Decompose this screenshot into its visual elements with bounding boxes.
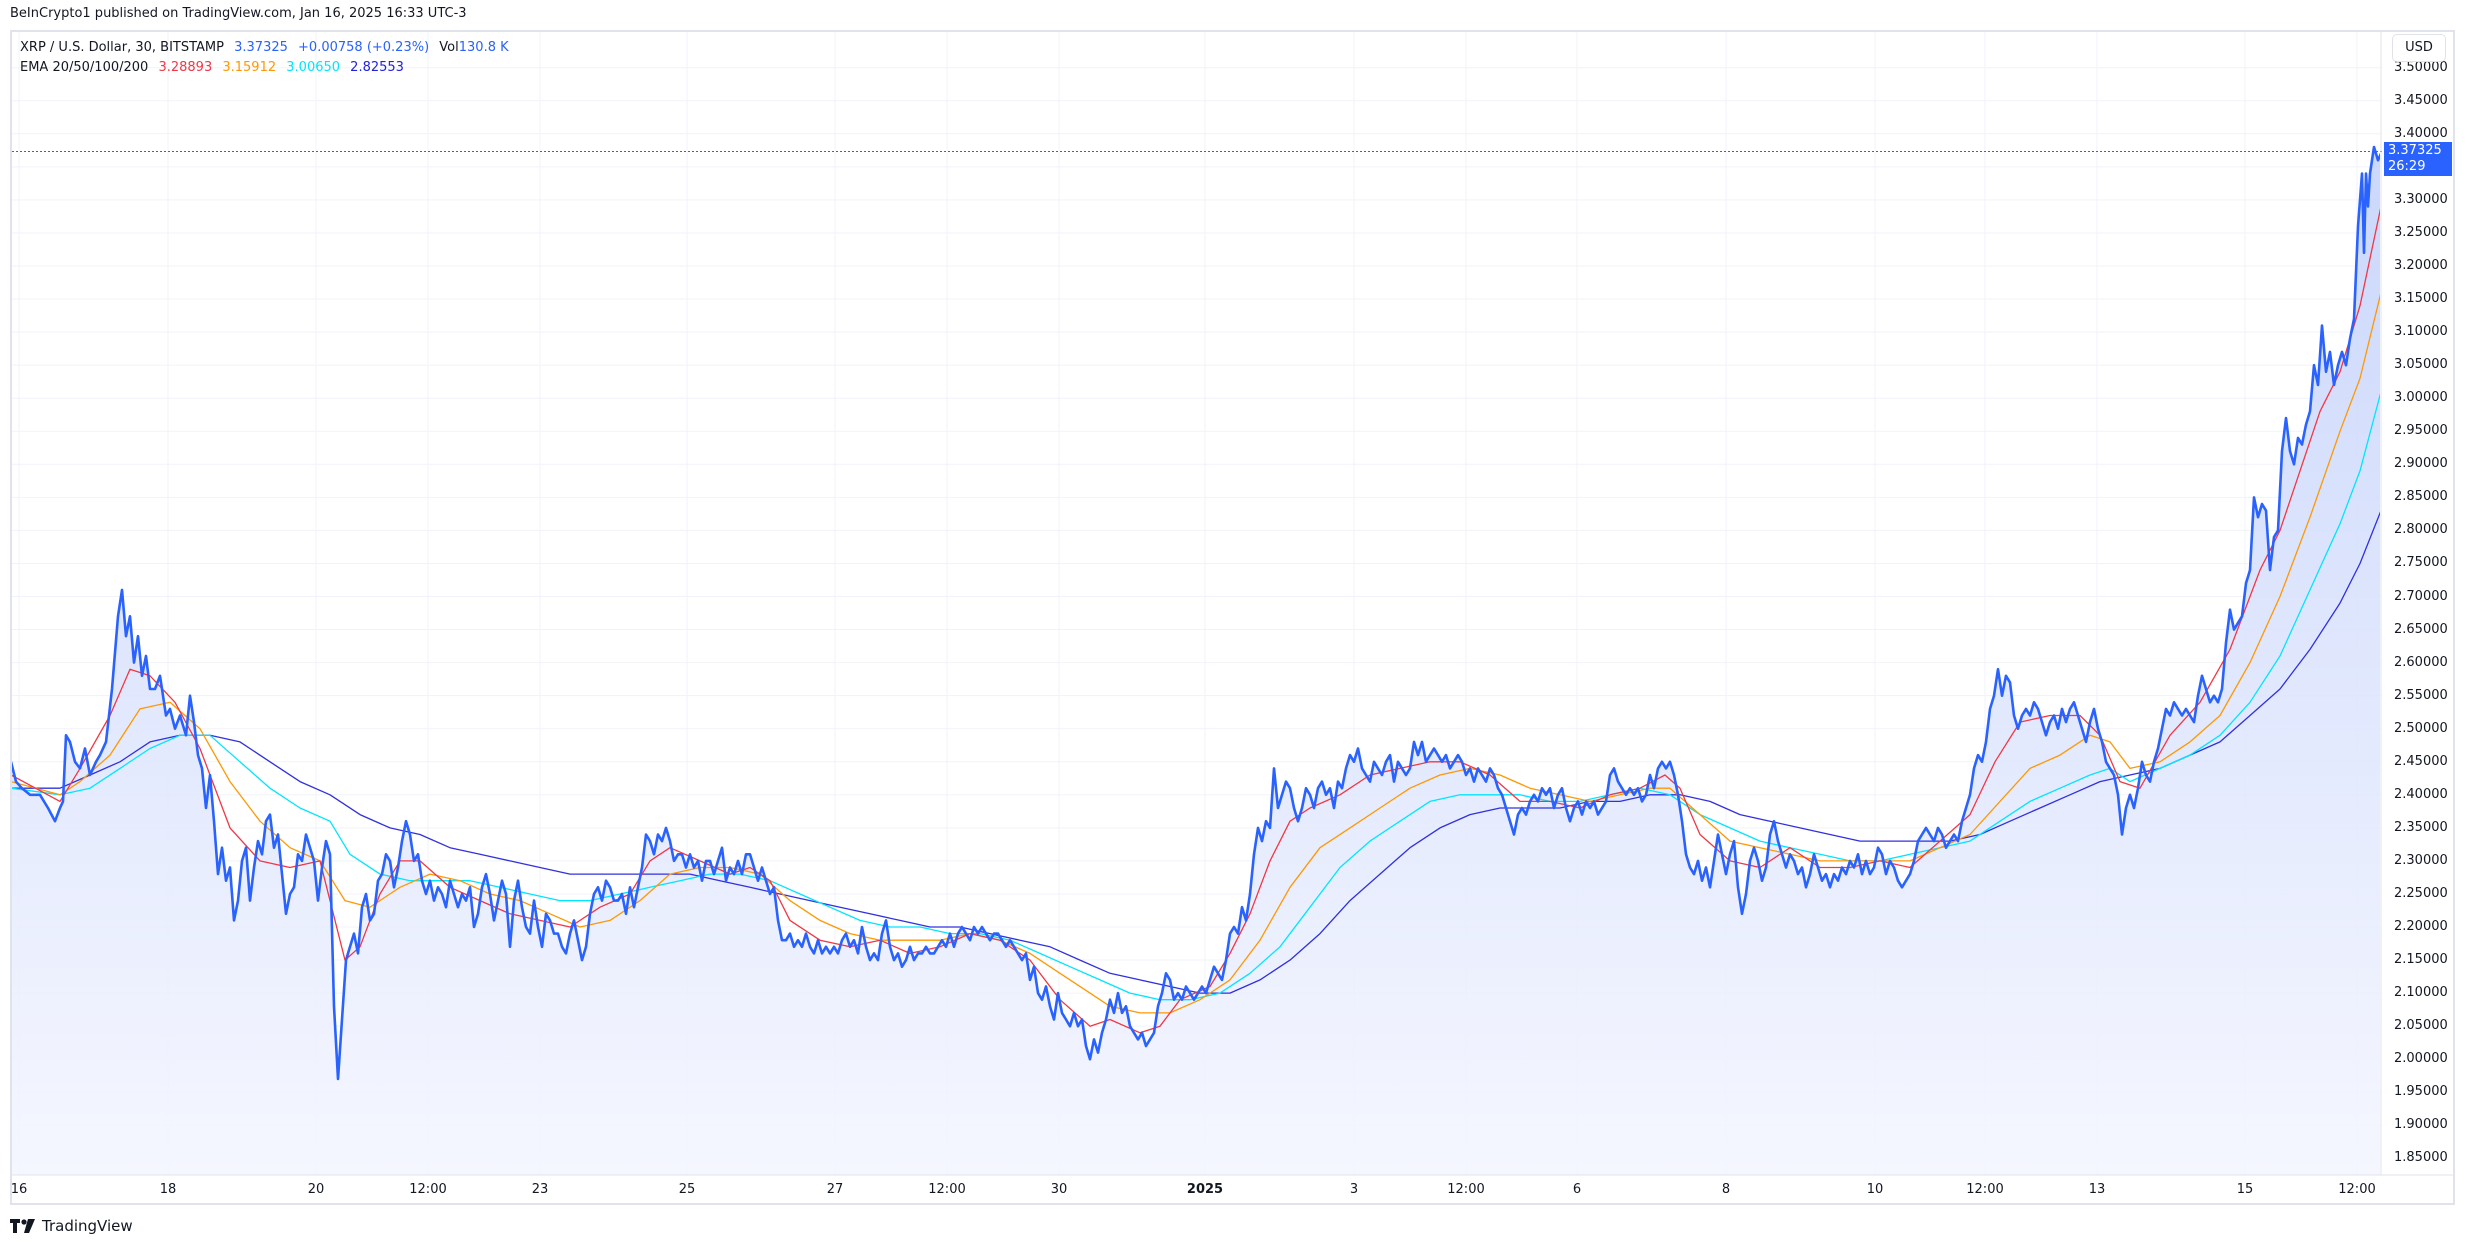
price-tick-label: 1.85000 xyxy=(2394,1150,2448,1166)
price-tick-label: 3.45000 xyxy=(2394,92,2448,108)
time-tick-label: 6 xyxy=(1572,1182,1582,1197)
last-price-tag: 3.37325 26:29 xyxy=(2384,142,2452,177)
time-tick-label: 25 xyxy=(678,1182,696,1197)
price-tick-label: 3.05000 xyxy=(2394,357,2448,373)
tradingview-logo-icon xyxy=(10,1219,35,1233)
symbol-label[interactable]: XRP / U.S. Dollar, 30, BITSTAMP xyxy=(20,40,224,55)
price-tick-label: 3.10000 xyxy=(2394,324,2448,340)
price-line xyxy=(12,145,2380,1081)
ema-100-line xyxy=(12,392,2380,1001)
time-tick-label: 10 xyxy=(1866,1182,1884,1197)
time-tick-label: 12:00 xyxy=(1447,1182,1485,1197)
price-tick-label: 3.20000 xyxy=(2394,258,2448,273)
time-tick-label: 8 xyxy=(1721,1182,1731,1197)
ema-row: EMA 20/50/100/200 3.28893 3.15912 3.0065… xyxy=(20,58,515,78)
tradingview-logo[interactable]: TradingView xyxy=(10,1217,133,1235)
price-tick-label: 1.90000 xyxy=(2394,1117,2448,1133)
time-tick-label: 13 xyxy=(2088,1182,2106,1197)
time-tick-label: 27 xyxy=(826,1182,844,1197)
chart-legend: XRP / U.S. Dollar, 30, BITSTAMP 3.37325 … xyxy=(20,38,515,78)
price-area-fill xyxy=(12,147,2380,1175)
price-tick-label: 2.35000 xyxy=(2394,819,2448,835)
time-tick-label: 23 xyxy=(531,1182,549,1197)
price-tick-label: 2.40000 xyxy=(2394,786,2448,802)
price-tick-label: 2.45000 xyxy=(2394,753,2448,769)
ema200-value: 2.82553 xyxy=(350,60,404,75)
price-tick-label: 2.75000 xyxy=(2394,555,2448,571)
ema-50-line xyxy=(12,293,2380,1014)
price-tick-label: 2.15000 xyxy=(2394,952,2448,968)
last-price-value: 3.37325 xyxy=(234,40,288,55)
price-tick-label: 2.65000 xyxy=(2394,621,2448,637)
price-tick-label: 2.80000 xyxy=(2394,522,2448,538)
tradingview-brand: TradingView xyxy=(42,1217,133,1235)
time-tick-label: 12:00 xyxy=(1966,1182,2004,1197)
price-tick-label: 2.10000 xyxy=(2394,985,2448,1001)
chart-frame xyxy=(10,30,2455,1205)
time-tick-label: 12:00 xyxy=(2338,1182,2376,1197)
time-tick-label: 20 xyxy=(307,1182,325,1197)
price-tick-label: 3.50000 xyxy=(2394,59,2448,75)
ema50-value: 3.15912 xyxy=(222,60,277,75)
last-price-tag-value: 3.37325 xyxy=(2388,143,2442,159)
time-tick-label: 30 xyxy=(1050,1182,1068,1197)
price-tick-label: 1.95000 xyxy=(2394,1084,2448,1100)
bar-countdown: 26:29 xyxy=(2388,159,2426,175)
volume-label: Vol xyxy=(439,40,459,55)
ema-label[interactable]: EMA 20/50/100/200 xyxy=(20,60,149,75)
price-tick-label: 2.55000 xyxy=(2394,687,2448,703)
price-tick-label: 3.15000 xyxy=(2394,291,2448,307)
ema20-value: 3.28893 xyxy=(158,60,213,75)
price-tick-label: 2.30000 xyxy=(2394,852,2448,868)
time-tick-label: 15 xyxy=(2236,1182,2254,1197)
time-tick-label: 16 xyxy=(10,1182,28,1197)
price-tick-label: 2.20000 xyxy=(2394,919,2448,934)
price-tick-label: 2.50000 xyxy=(2394,720,2448,736)
price-tick-label: 2.70000 xyxy=(2394,588,2448,604)
currency-button[interactable]: USD xyxy=(2392,34,2446,62)
price-tick-label: 3.25000 xyxy=(2394,224,2448,240)
volume-value: 130.8 K xyxy=(458,40,509,55)
series-layer xyxy=(12,145,2380,1175)
price-tick-label: 2.25000 xyxy=(2394,885,2448,901)
time-tick-label: 12:00 xyxy=(409,1182,447,1197)
published-caption: BeInCrypto1 published on TradingView.com… xyxy=(10,6,467,21)
time-tick-label: 12:00 xyxy=(928,1182,966,1197)
price-tick-label: 2.05000 xyxy=(2394,1018,2448,1034)
price-tick-label: 2.00000 xyxy=(2394,1051,2448,1067)
price-tick-label: 3.00000 xyxy=(2394,390,2448,406)
ema-200-line xyxy=(12,511,2380,994)
price-tick-label: 2.95000 xyxy=(2394,423,2448,439)
price-change-value: +0.00758 (+0.23%) xyxy=(298,40,430,55)
price-tick-label: 3.30000 xyxy=(2394,191,2448,207)
price-tick-label: 2.90000 xyxy=(2394,456,2448,472)
time-tick-label: 3 xyxy=(1349,1182,1359,1197)
time-tick-label: 2025 xyxy=(1186,1182,1224,1197)
price-tick-label: 2.60000 xyxy=(2394,654,2448,670)
price-tick-label: 3.40000 xyxy=(2394,125,2448,141)
time-tick-label: 18 xyxy=(159,1182,177,1197)
symbol-row: XRP / U.S. Dollar, 30, BITSTAMP 3.37325 … xyxy=(20,38,515,58)
ema100-value: 3.00650 xyxy=(286,60,341,75)
price-tick-label: 2.85000 xyxy=(2394,489,2448,505)
